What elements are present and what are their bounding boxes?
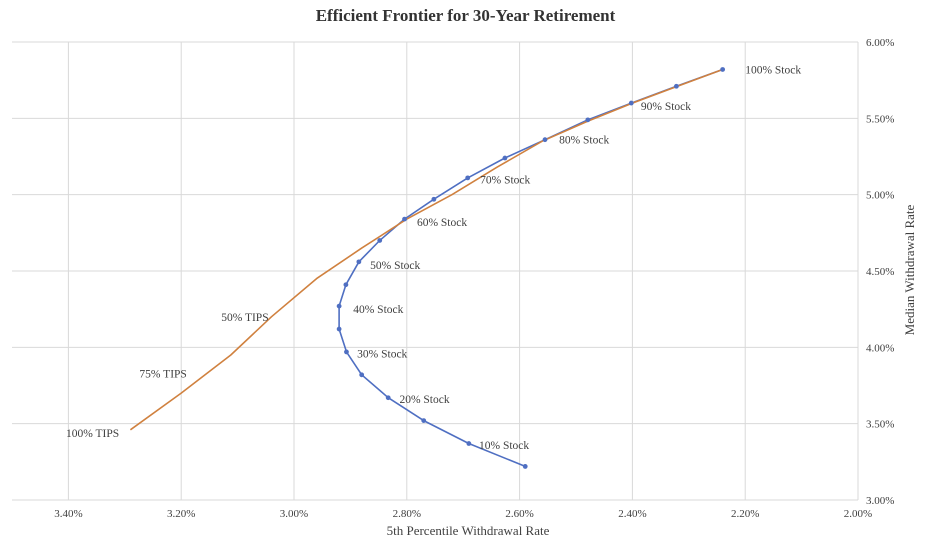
annotation-label: 100% TIPS: [66, 428, 119, 440]
data-point: [542, 137, 548, 143]
x-tick-label: 2.20%: [731, 508, 759, 520]
chart-title: Efficient Frontier for 30-Year Retiremen…: [315, 6, 616, 25]
x-tick-label: 2.80%: [393, 508, 421, 520]
series-line-1: [338, 68, 723, 468]
data-point: [431, 196, 437, 202]
y-tick-label: 6.00%: [866, 37, 894, 49]
x-tick-label: 3.00%: [280, 508, 308, 520]
annotation-label: 10% Stock: [479, 440, 529, 452]
data-point: [421, 418, 427, 424]
annotations: 100% Stock 90% Stock 80% Stock 70% Stock 60%…: [66, 64, 801, 452]
series-line-2: [129, 68, 723, 431]
y-tick-label: 4.50%: [866, 266, 894, 278]
y-tick-label: 5.00%: [866, 190, 894, 202]
data-point: [377, 238, 383, 243]
data-point: [720, 67, 726, 72]
y-tick-label: 5.50%: [866, 113, 894, 125]
series-lines: [129, 68, 723, 468]
data-point: [585, 117, 591, 123]
annotation-label: 20% Stock: [399, 394, 449, 406]
gridlines: [12, 41, 859, 501]
x-tick-label: 3.40%: [54, 508, 82, 520]
y-tick-label: 3.00%: [866, 495, 894, 507]
x-axis-label: 5th Percentile Withdrawal Rate: [387, 523, 550, 538]
data-point: [344, 349, 349, 355]
data-point: [343, 282, 349, 288]
annotation-label: 100% Stock: [745, 64, 801, 76]
data-point: [628, 100, 634, 106]
data-point: [466, 441, 472, 446]
x-tick-label: 2.40%: [618, 508, 646, 520]
data-point: [359, 372, 365, 378]
y-tick-label: 4.00%: [866, 342, 894, 354]
annotation-label: 80% Stock: [559, 135, 609, 147]
annotation-label: 30% Stock: [357, 348, 407, 360]
annotation-label: 75% TIPS: [139, 368, 186, 380]
data-point: [502, 155, 508, 161]
annotation-label: 70% Stock: [480, 174, 530, 186]
annotation-label: 50% Stock: [370, 260, 420, 272]
x-tick-label: 2.00%: [844, 508, 872, 520]
y-axis-label: Median Withdrawal Rate: [902, 204, 917, 335]
data-point: [402, 216, 407, 222]
data-point: [336, 303, 342, 309]
data-point: [356, 259, 362, 265]
data-point: [522, 464, 528, 469]
data-point: [385, 395, 391, 401]
annotation-label: 50% TIPS: [221, 312, 268, 324]
data-point: [465, 175, 471, 181]
x-tick-label: 3.20%: [167, 508, 195, 520]
annotation-label: 90% Stock: [641, 101, 691, 113]
annotation-label: 60% Stock: [417, 217, 467, 229]
data-point: [336, 326, 342, 332]
x-tick-label: 2.60%: [505, 508, 533, 520]
series-markers: [336, 67, 726, 469]
y-tick-label: 3.50%: [866, 419, 894, 431]
tick-labels: 3.40% 3.20% 3.00% 2.80% 2.60% 2.40% 2.20% 2.00%…: [54, 37, 894, 520]
annotation-label: 40% Stock: [353, 304, 403, 316]
data-point: [673, 83, 679, 89]
